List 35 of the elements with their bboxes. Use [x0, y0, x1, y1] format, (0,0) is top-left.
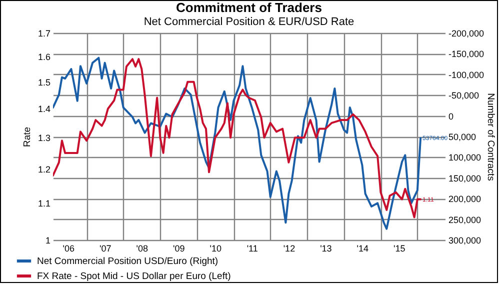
- y-tick-label: 1: [45, 236, 50, 246]
- y2-tick-label: 0: [448, 111, 454, 122]
- x-tick-label: '14: [356, 244, 369, 254]
- y2-tick-label: 200,000: [448, 194, 482, 204]
- y2-axis-title: Number of Contracts: [485, 93, 496, 182]
- x-tick-label: '08: [136, 244, 148, 254]
- y2-tick-label: -50,000: [448, 90, 480, 101]
- x-tick-label: '07: [99, 244, 112, 254]
- x-tick-label: '12: [283, 244, 296, 254]
- x-tick-label: '13: [320, 244, 332, 254]
- y-tick-label: 1.5: [38, 77, 50, 88]
- chart-subtitle: Net Commercial Position & EUR/USD Rate: [144, 16, 354, 28]
- y-tick-label: 1.3: [38, 133, 50, 144]
- chart-title: Commitment of Traders: [176, 0, 322, 15]
- x-tick-label: '10: [210, 244, 222, 254]
- y-tick-label: 1.7: [38, 28, 50, 38]
- x-tick-label: '11: [246, 244, 258, 254]
- y2-tick-label: 100,000: [448, 152, 482, 163]
- y-tick-label: 1.6: [38, 52, 50, 62]
- y-tick-label: 1.2: [38, 164, 50, 174]
- legend-label: FX Rate - Spot Mid - US Dollar per Euro (Left): [37, 271, 231, 282]
- legend-label: Net Commercial Position USD/Euro (Right): [37, 256, 218, 267]
- y-tick-label: 1.4: [38, 104, 50, 114]
- y2-tick-label: -100,000: [448, 70, 484, 80]
- x-tick-label: '15: [394, 244, 406, 254]
- x-tick-label: '09: [173, 244, 185, 254]
- y2-tick-label: -200,000: [448, 28, 484, 38]
- y2-tick-label: 150,000: [448, 173, 482, 184]
- y2-tick-label: 250,000: [448, 214, 482, 225]
- y2-tick-label: 50,000: [448, 132, 476, 142]
- y2-tick-label: -150,000: [448, 49, 484, 60]
- y-tick-label: 1.1: [38, 198, 50, 208]
- x-tick-label: '06: [62, 244, 74, 254]
- y-axis-title: Rate: [22, 126, 33, 148]
- y2-tick-label: 300,000: [448, 236, 482, 246]
